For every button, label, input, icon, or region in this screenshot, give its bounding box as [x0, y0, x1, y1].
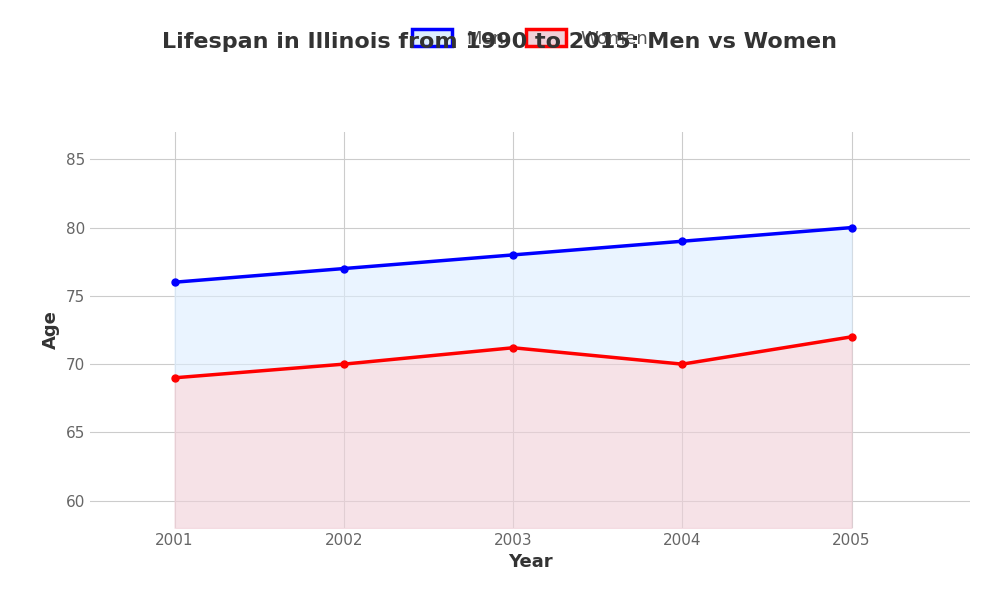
Y-axis label: Age: Age	[42, 311, 60, 349]
Text: Lifespan in Illinois from 1990 to 2015: Men vs Women: Lifespan in Illinois from 1990 to 2015: …	[162, 32, 838, 52]
X-axis label: Year: Year	[508, 553, 552, 571]
Legend: Men, Women: Men, Women	[405, 22, 655, 55]
